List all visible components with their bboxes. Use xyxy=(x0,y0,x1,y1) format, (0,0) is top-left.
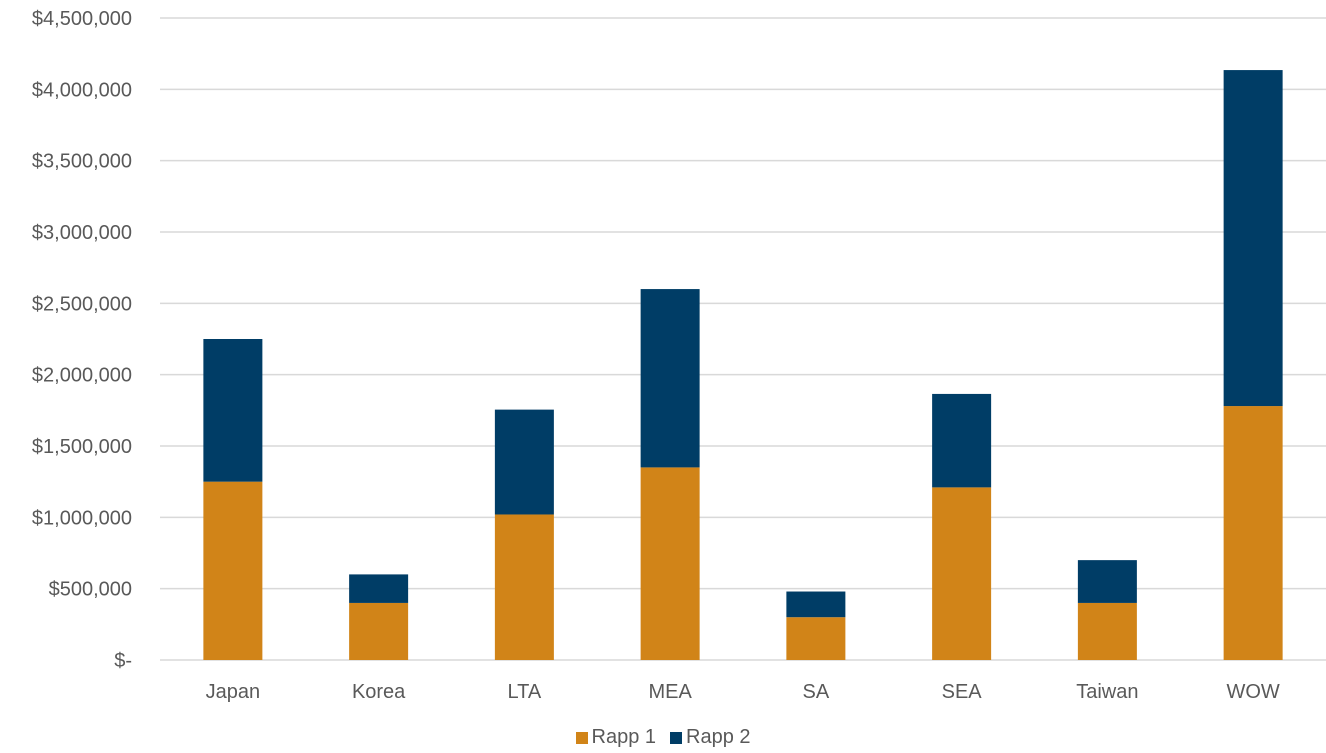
bar-taiwan-rapp-2 xyxy=(1078,560,1137,603)
bars xyxy=(203,70,1282,660)
x-axis-ticks: Japan Korea LTA MEA SA SEA Taiwan WOW xyxy=(206,681,1280,703)
x-tick-label: MEA xyxy=(648,681,692,703)
y-tick-label: $500,000 xyxy=(49,579,132,601)
legend-item-rapp-2: Rapp 2 xyxy=(670,726,751,749)
bar-sea-rapp-1 xyxy=(932,487,991,660)
bar-taiwan-rapp-1 xyxy=(1078,603,1137,660)
y-axis-ticks: $- $500,000 $1,000,000 $1,500,000 $2,000,000… xyxy=(32,8,132,672)
legend-swatch-rapp-2 xyxy=(670,732,682,744)
bar-korea-rapp-2 xyxy=(349,574,408,603)
x-tick-label: SA xyxy=(803,681,830,703)
bar-korea-rapp-1 xyxy=(349,603,408,660)
x-tick-label: SEA xyxy=(942,681,983,703)
y-tick-label: $1,500,000 xyxy=(32,436,132,458)
y-tick-label: $4,000,000 xyxy=(32,79,132,101)
bar-sa-rapp-2 xyxy=(786,592,845,618)
y-tick-label: $3,500,000 xyxy=(32,151,132,173)
bar-mea-rapp-1 xyxy=(641,467,700,660)
x-tick-label: Korea xyxy=(352,681,406,703)
gridlines xyxy=(160,18,1326,660)
legend-label-rapp-1: Rapp 1 xyxy=(592,726,657,749)
bar-lta-rapp-2 xyxy=(495,410,554,515)
bar-sa-rapp-1 xyxy=(786,617,845,660)
x-tick-label: WOW xyxy=(1226,681,1279,703)
x-tick-label: LTA xyxy=(508,681,542,703)
bar-chart: $- $500,000 $1,000,000 $1,500,000 $2,000,000… xyxy=(0,0,1326,720)
y-tick-label: $1,000,000 xyxy=(32,507,132,529)
bar-japan-rapp-1 xyxy=(203,482,262,660)
y-tick-label: $2,000,000 xyxy=(32,365,132,387)
bar-japan-rapp-2 xyxy=(203,339,262,482)
legend: Rapp 1 Rapp 2 xyxy=(0,726,1326,749)
y-tick-label: $2,500,000 xyxy=(32,293,132,315)
bar-mea-rapp-2 xyxy=(641,289,700,467)
bar-sea-rapp-2 xyxy=(932,394,991,487)
bar-wow-rapp-1 xyxy=(1224,406,1283,660)
x-tick-label: Japan xyxy=(206,681,261,703)
y-tick-label: $4,500,000 xyxy=(32,8,132,30)
legend-item-rapp-1: Rapp 1 xyxy=(576,726,657,749)
bar-wow-rapp-2 xyxy=(1224,70,1283,406)
y-tick-label: $3,000,000 xyxy=(32,222,132,244)
x-tick-label: Taiwan xyxy=(1076,681,1138,703)
y-tick-label: $- xyxy=(114,650,132,672)
legend-label-rapp-2: Rapp 2 xyxy=(686,726,751,749)
bar-lta-rapp-1 xyxy=(495,514,554,660)
legend-swatch-rapp-1 xyxy=(576,732,588,744)
